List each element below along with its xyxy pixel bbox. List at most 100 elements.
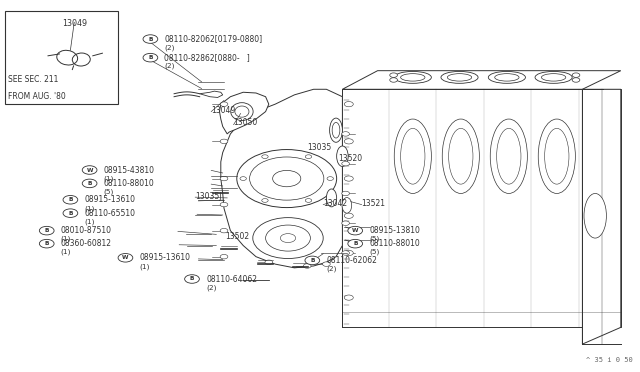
Polygon shape xyxy=(342,89,621,327)
Text: B: B xyxy=(310,258,314,263)
Text: 13049: 13049 xyxy=(61,19,87,28)
Text: 08110-65510: 08110-65510 xyxy=(84,209,136,218)
Text: SEE SEC. 211: SEE SEC. 211 xyxy=(8,75,58,84)
Ellipse shape xyxy=(401,128,425,184)
Polygon shape xyxy=(582,89,621,344)
Text: W: W xyxy=(352,228,358,233)
Text: 13502: 13502 xyxy=(225,232,250,241)
Polygon shape xyxy=(220,92,269,134)
Text: (2): (2) xyxy=(164,44,175,51)
Text: (5): (5) xyxy=(104,189,114,195)
Ellipse shape xyxy=(497,128,521,184)
Circle shape xyxy=(303,264,311,268)
Circle shape xyxy=(344,213,353,218)
Text: (5): (5) xyxy=(369,249,380,256)
Text: (2): (2) xyxy=(326,266,337,272)
Ellipse shape xyxy=(235,106,249,117)
Circle shape xyxy=(118,254,133,262)
Text: 08110-62062: 08110-62062 xyxy=(326,256,377,265)
Text: B: B xyxy=(148,36,152,42)
Circle shape xyxy=(344,250,353,256)
Circle shape xyxy=(273,170,301,187)
Text: 08110-88010: 08110-88010 xyxy=(104,179,154,188)
Text: 08110-64062: 08110-64062 xyxy=(206,275,257,283)
Circle shape xyxy=(305,155,312,158)
Ellipse shape xyxy=(342,198,352,213)
Text: ^ 35 i 0 50: ^ 35 i 0 50 xyxy=(586,357,632,363)
Ellipse shape xyxy=(545,128,569,184)
Text: B: B xyxy=(68,197,72,202)
Text: (1): (1) xyxy=(61,236,71,243)
Circle shape xyxy=(40,226,54,235)
Text: 13049: 13049 xyxy=(211,106,236,115)
Ellipse shape xyxy=(449,128,473,184)
Circle shape xyxy=(348,240,363,248)
Circle shape xyxy=(250,157,324,200)
Text: 08915-43810: 08915-43810 xyxy=(104,166,155,174)
Circle shape xyxy=(143,54,157,62)
Polygon shape xyxy=(342,71,621,89)
Circle shape xyxy=(220,202,228,207)
Text: B: B xyxy=(45,241,49,246)
Circle shape xyxy=(83,179,97,187)
Text: 13520: 13520 xyxy=(338,154,362,163)
Circle shape xyxy=(237,150,337,208)
Circle shape xyxy=(342,221,349,225)
Circle shape xyxy=(220,254,228,259)
Ellipse shape xyxy=(401,74,425,81)
Circle shape xyxy=(83,166,97,174)
Circle shape xyxy=(265,260,273,264)
Text: 08010-87510: 08010-87510 xyxy=(61,226,112,235)
Circle shape xyxy=(253,218,323,259)
Text: 08915-13610: 08915-13610 xyxy=(84,195,136,204)
Polygon shape xyxy=(200,91,223,97)
Circle shape xyxy=(305,256,320,265)
Text: 08110-88010: 08110-88010 xyxy=(369,239,420,248)
Text: B: B xyxy=(68,211,72,216)
Circle shape xyxy=(342,251,349,255)
Ellipse shape xyxy=(337,146,348,167)
Ellipse shape xyxy=(495,74,519,81)
Text: B: B xyxy=(353,241,357,246)
Text: (1): (1) xyxy=(84,205,95,212)
Circle shape xyxy=(262,155,268,158)
Polygon shape xyxy=(221,89,342,268)
Text: B: B xyxy=(88,181,92,186)
Text: B: B xyxy=(190,276,194,282)
Ellipse shape xyxy=(584,193,607,238)
Circle shape xyxy=(348,226,363,235)
Circle shape xyxy=(342,161,349,166)
Text: 08360-60812: 08360-60812 xyxy=(61,239,112,248)
Circle shape xyxy=(63,209,78,217)
Circle shape xyxy=(342,132,349,136)
Text: (2): (2) xyxy=(164,63,175,70)
Circle shape xyxy=(344,102,353,107)
Ellipse shape xyxy=(326,189,337,207)
Text: (1): (1) xyxy=(104,175,114,182)
Text: 13521: 13521 xyxy=(362,199,385,208)
Circle shape xyxy=(63,196,78,204)
Text: 08915-13810: 08915-13810 xyxy=(369,226,420,235)
Text: W: W xyxy=(122,255,129,260)
Circle shape xyxy=(266,225,310,251)
Ellipse shape xyxy=(488,71,525,83)
Ellipse shape xyxy=(394,71,431,83)
Text: 13035J: 13035J xyxy=(195,192,221,201)
Ellipse shape xyxy=(441,71,478,83)
Circle shape xyxy=(262,199,268,202)
Text: (1): (1) xyxy=(84,218,95,225)
Circle shape xyxy=(390,73,397,77)
Circle shape xyxy=(220,228,228,233)
Ellipse shape xyxy=(538,119,575,193)
Ellipse shape xyxy=(490,119,527,193)
Circle shape xyxy=(572,78,580,82)
Circle shape xyxy=(342,191,349,196)
Text: B: B xyxy=(148,55,152,60)
Text: (1): (1) xyxy=(140,263,150,270)
Ellipse shape xyxy=(541,74,566,81)
Circle shape xyxy=(220,176,228,181)
Circle shape xyxy=(344,176,353,181)
Ellipse shape xyxy=(447,74,472,81)
Circle shape xyxy=(572,73,580,77)
Ellipse shape xyxy=(330,118,342,142)
